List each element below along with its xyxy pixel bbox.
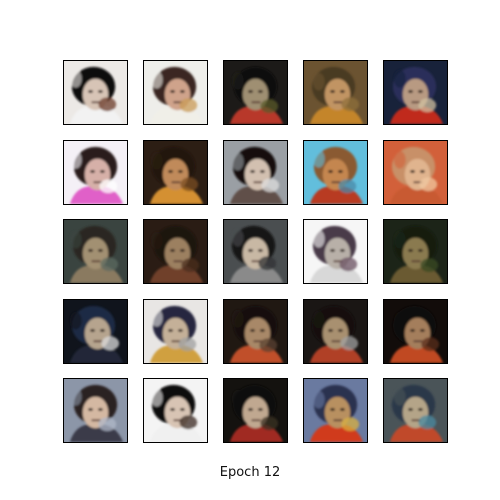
generated-sample-13 xyxy=(223,219,288,284)
generated-sample-2 xyxy=(143,60,208,125)
sample-image xyxy=(304,379,367,442)
sample-image xyxy=(224,300,287,363)
sample-image xyxy=(384,220,447,283)
sample-image xyxy=(224,379,287,442)
sample-image xyxy=(224,61,287,124)
generated-sample-11 xyxy=(63,219,128,284)
sample-image xyxy=(384,61,447,124)
sample-image xyxy=(64,141,127,204)
sample-image xyxy=(384,300,447,363)
generated-sample-25 xyxy=(383,378,448,443)
figure-caption: Epoch 12 xyxy=(219,465,281,480)
generated-sample-10 xyxy=(383,140,448,205)
generated-sample-21 xyxy=(63,378,128,443)
sample-image xyxy=(64,220,127,283)
generated-sample-18 xyxy=(223,299,288,364)
sample-image xyxy=(304,141,367,204)
sample-image xyxy=(64,379,127,442)
sample-image xyxy=(144,300,207,363)
generated-sample-20 xyxy=(383,299,448,364)
generated-sample-5 xyxy=(383,60,448,125)
generated-sample-15 xyxy=(383,219,448,284)
generated-sample-16 xyxy=(63,299,128,364)
generated-sample-12 xyxy=(143,219,208,284)
generated-sample-3 xyxy=(223,60,288,125)
sample-image xyxy=(144,220,207,283)
sample-image xyxy=(384,379,447,442)
sample-image xyxy=(384,141,447,204)
generated-sample-8 xyxy=(223,140,288,205)
generated-sample-14 xyxy=(303,219,368,284)
sample-image xyxy=(304,220,367,283)
sample-image xyxy=(304,61,367,124)
sample-image xyxy=(144,379,207,442)
sample-image xyxy=(144,61,207,124)
generated-sample-23 xyxy=(223,378,288,443)
generated-sample-24 xyxy=(303,378,368,443)
sample-image xyxy=(304,300,367,363)
generated-sample-1 xyxy=(63,60,128,125)
generated-sample-7 xyxy=(143,140,208,205)
sample-image xyxy=(144,141,207,204)
generated-sample-6 xyxy=(63,140,128,205)
sample-image xyxy=(64,300,127,363)
generated-sample-9 xyxy=(303,140,368,205)
generated-sample-4 xyxy=(303,60,368,125)
generated-sample-19 xyxy=(303,299,368,364)
generated-sample-22 xyxy=(143,378,208,443)
generated-sample-17 xyxy=(143,299,208,364)
sample-image xyxy=(64,61,127,124)
sample-image xyxy=(224,220,287,283)
sample-image xyxy=(224,141,287,204)
